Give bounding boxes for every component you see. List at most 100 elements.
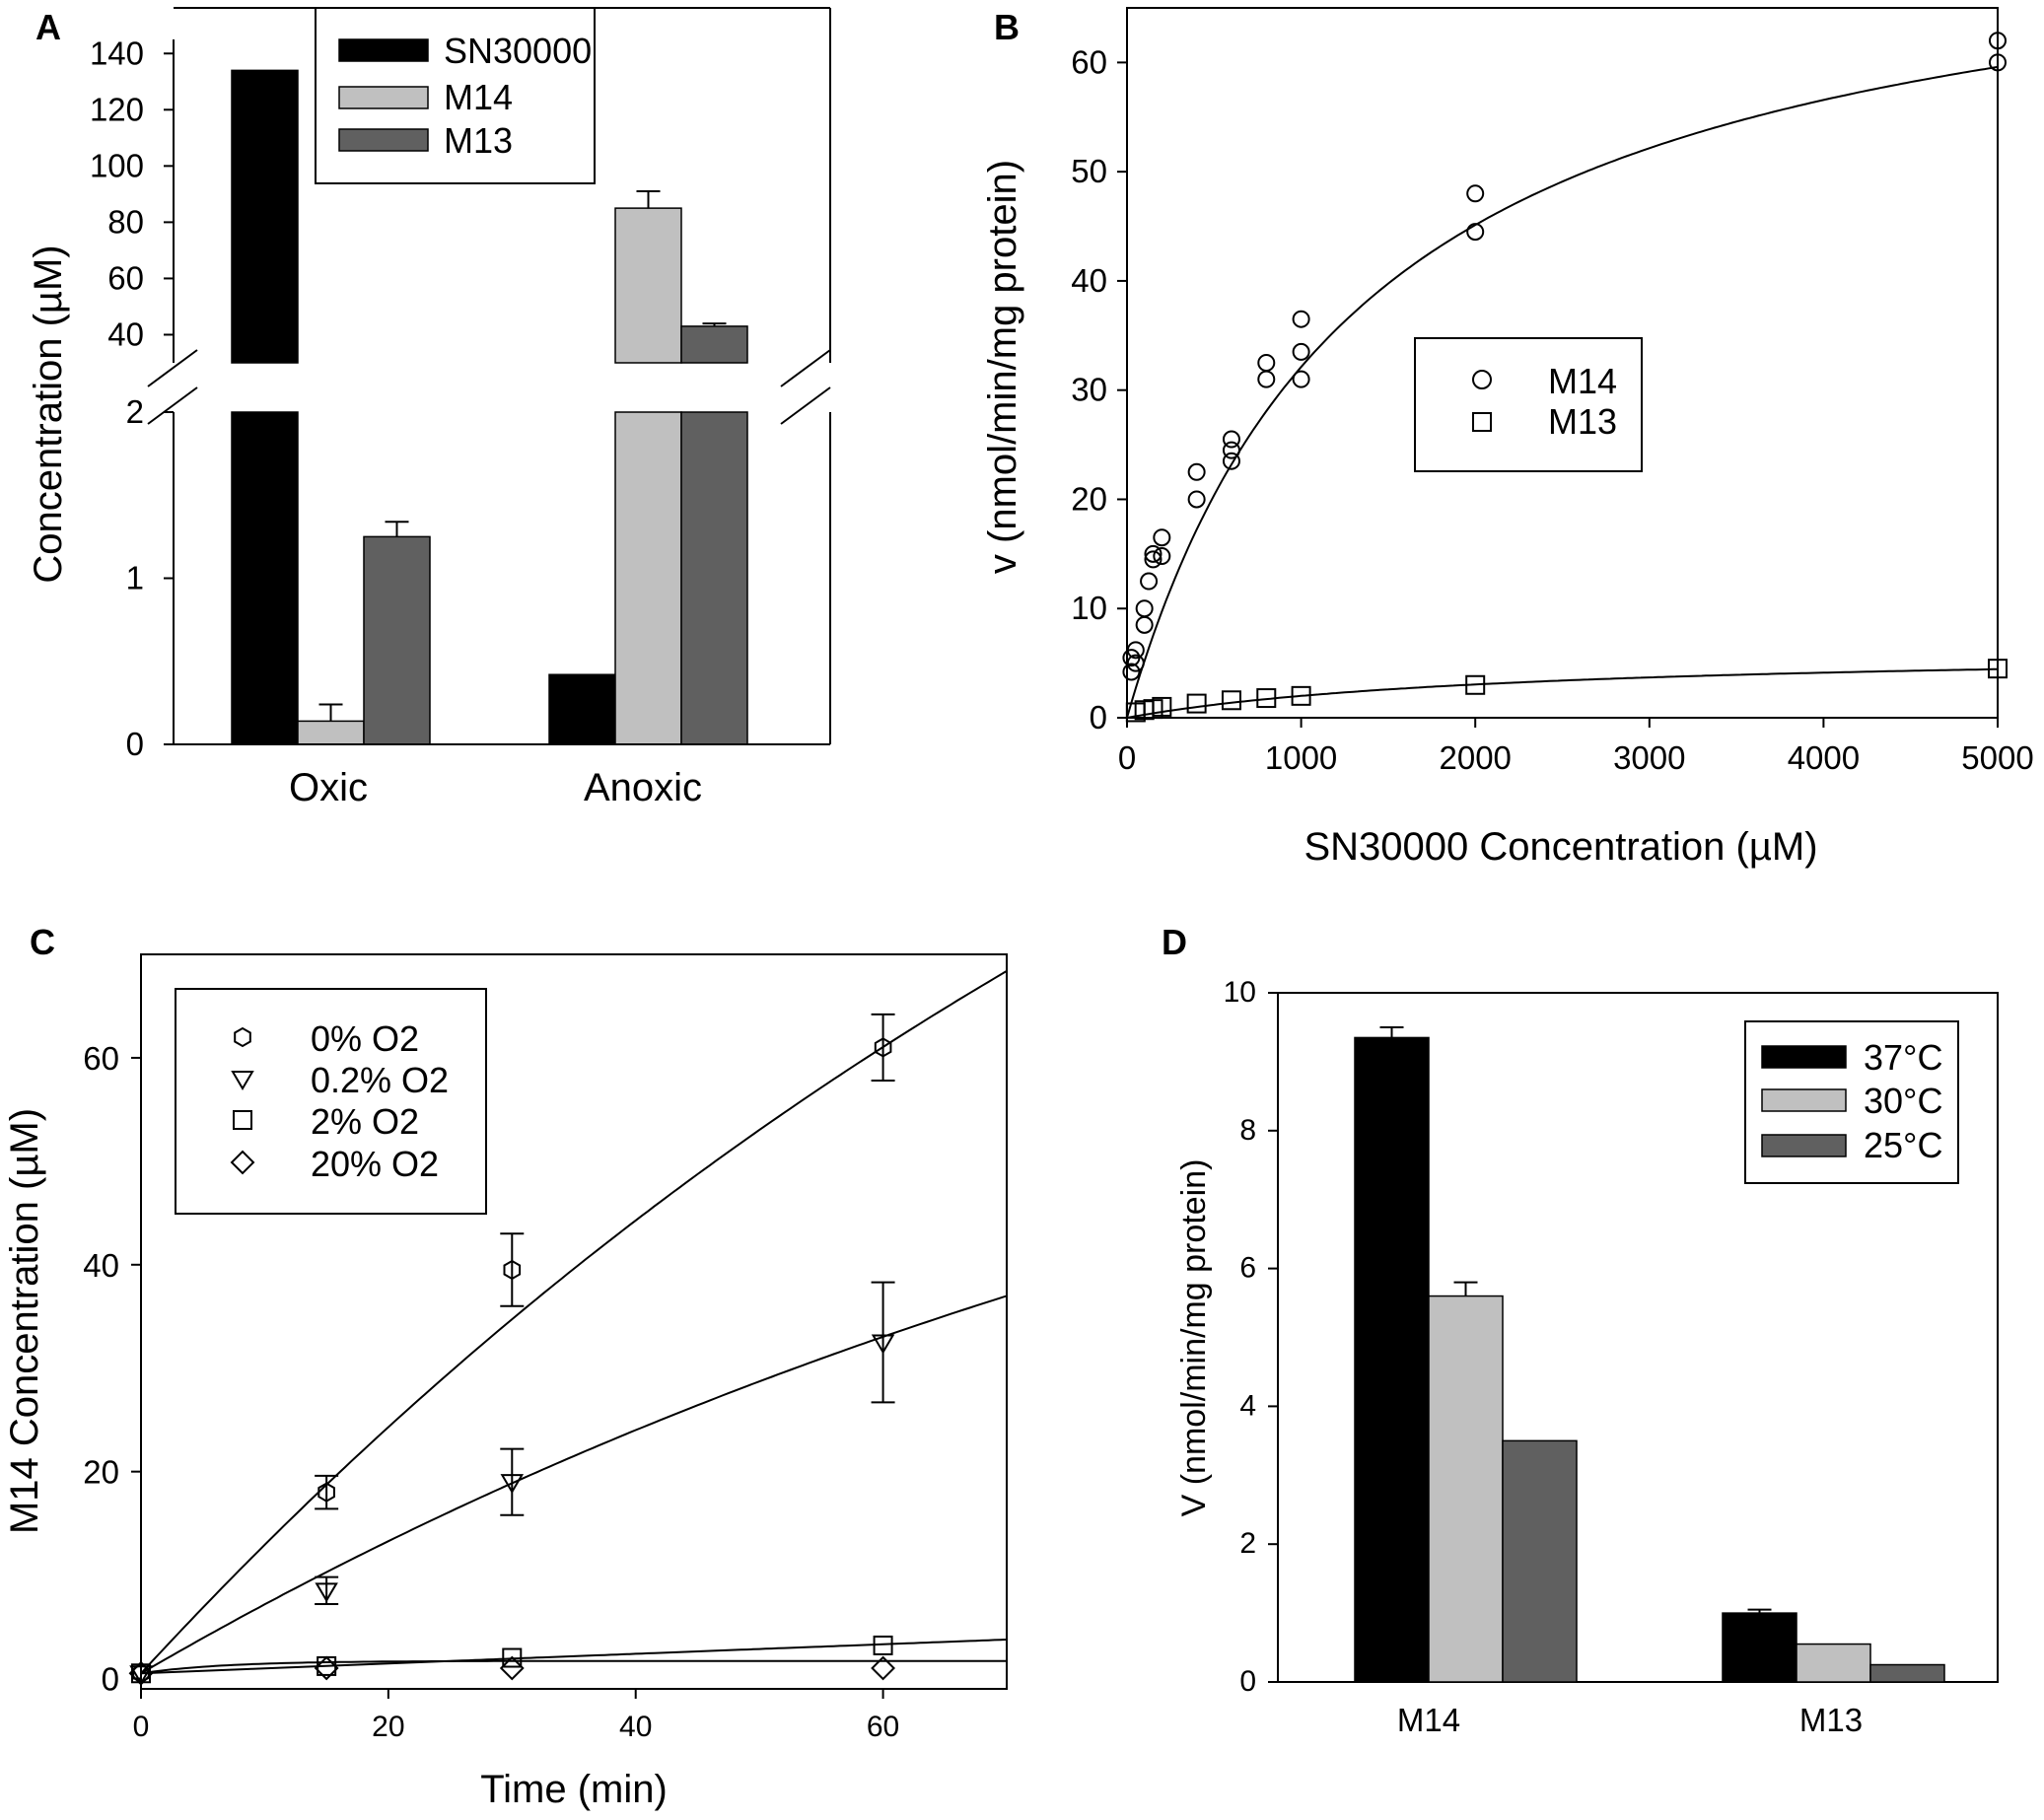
panel-c-ticks: 0 20 40 60 0 20 40 60: [83, 1040, 899, 1743]
panel-a-lower-tick-label: 0: [126, 726, 144, 762]
panel-c-point-1: [500, 1474, 525, 1495]
panel-b-x-tick-label: 3000: [1613, 739, 1685, 776]
panel-b-y-axis-label: v (nmol/min/mg protein): [981, 160, 1024, 574]
panel-d-y-tick-label: 8: [1239, 1114, 1256, 1147]
panel-c-fit-curve-1: [140, 1295, 1008, 1675]
panel-b-y-tick-label: 20: [1071, 480, 1107, 517]
panel-label-a: A: [35, 7, 61, 47]
panel-d-ticks: 0 2 4 6 8 10: [1224, 976, 1278, 1698]
panel-d-legend-label-25c: 25°C: [1864, 1125, 1942, 1165]
panel-c-x-tick-label: 60: [867, 1711, 899, 1743]
panel-b-fit-curves: [1126, 65, 1999, 719]
panel-c-legend-label-0: 0% O2: [311, 1018, 419, 1059]
panel-label-c: C: [30, 922, 55, 962]
panel-a-upper-tick-label: 120: [90, 91, 144, 127]
panel-a-lower-tick-label: 2: [126, 393, 144, 430]
panel-a-break-mark-left-2: [147, 386, 198, 425]
panel-d-y-tick-label: 2: [1239, 1527, 1256, 1560]
panel-c-point-3: [871, 1655, 895, 1681]
panel-c-legend-label-3: 20% O2: [311, 1144, 439, 1184]
panel-a-legend-swatch-m13: [338, 128, 429, 152]
panel-c-point-1: [315, 1582, 338, 1603]
panel-d-legend: 37°C 30°C 25°C: [1744, 1020, 1959, 1184]
panel-a-ticks: 0 1 2 40 60 80 100 120 140: [90, 35, 174, 762]
panel-a-bar-upper-part: [614, 207, 682, 364]
panel-b-plot-frame: [1126, 7, 1999, 719]
panel-b-legend: M14 M13: [1414, 337, 1643, 472]
panel-a-break-mark-right-2: [780, 386, 831, 425]
panel-c-y-tick-label: 0: [102, 1661, 119, 1698]
panel-c-fit-curve-2: [140, 1639, 1008, 1675]
panel-b-point-m14: [1989, 53, 2007, 72]
panel-c-y-tick-label: 60: [83, 1040, 119, 1077]
panel-b-point-m14: [1153, 528, 1171, 547]
panel-a-category-oxic: Oxic: [289, 766, 368, 809]
panel-b-x-tick-label: 1000: [1265, 739, 1337, 776]
panel-b-point-m14: [1122, 663, 1141, 681]
panel-c-x-axis-label: Time (min): [480, 1768, 668, 1811]
panel-c-plot-frame: [140, 953, 1008, 1690]
panel-b-y-tick-label: 30: [1071, 372, 1107, 408]
panel-b-data-points: [1122, 32, 2008, 723]
panel-c-point-1: [871, 1334, 895, 1355]
panel-a-bar-upper-part: [680, 325, 748, 364]
panel-d-y-tick-label: 10: [1224, 976, 1256, 1009]
panel-c-point-0: [874, 1037, 892, 1058]
panel-c-fit-curve-0: [140, 970, 1008, 1674]
panel-b-x-axis-label: SN30000 Concentration (µM): [1304, 825, 1817, 869]
panel-b-y-tick-label: 0: [1090, 699, 1107, 735]
panel-b-point-m14: [1135, 615, 1154, 634]
panel-b-ticks: 0 1000 2000 3000 4000 5000 0 10 20 30 40 50 60: [1071, 43, 2033, 776]
panel-c-data-points: [128, 1013, 895, 1686]
panel-a-bars: [231, 69, 748, 745]
panel-b-y-tick-label: 40: [1071, 262, 1107, 299]
panel-a-axes: [147, 7, 831, 745]
panel-b-legend-marker-m14: [1472, 370, 1492, 389]
panel-label-b: B: [994, 7, 1020, 47]
panel-b-point-m13: [1221, 690, 1241, 711]
panel-c-point-2: [131, 1663, 151, 1684]
panel-b-point-m14: [1144, 550, 1163, 569]
panel-a-legend-label-sn30000: SN30000: [444, 31, 592, 71]
panel-a-legend-label-m13: M13: [444, 120, 513, 161]
panel-c-fit-curve-3: [140, 1659, 1007, 1675]
panel-b-point-m14: [1187, 462, 1206, 481]
panel-c-point-3: [128, 1660, 154, 1686]
panel-d-plot-frame: [1277, 992, 1999, 1683]
panel-c-x-tick-label: 0: [133, 1711, 150, 1743]
panel-c-legend-label-1: 0.2% O2: [311, 1060, 449, 1100]
panel-b-point-m14: [1222, 452, 1240, 470]
panel-a-category-anoxic: Anoxic: [584, 766, 702, 809]
panel-d-bar: [1428, 1295, 1504, 1683]
panel-d-category-m13: M13: [1799, 1702, 1863, 1738]
panel-a-bar: [363, 535, 431, 745]
panel-b-point-m13: [1465, 674, 1486, 695]
panel-c-legend-label-2: 2% O2: [311, 1101, 419, 1142]
panel-d-legend-label-37c: 37°C: [1864, 1037, 1942, 1078]
panel-d-legend-swatch-37c: [1761, 1045, 1847, 1069]
panel-c-line-chart: 0 20 40 60 0 20 40 60 M14 Concentration (µM) Ti…: [3, 953, 1008, 1811]
panel-d-legend-swatch-25c: [1761, 1134, 1847, 1157]
panel-a-bar-upper-part: [231, 69, 299, 364]
panel-b-legend-marker-m13: [1472, 412, 1492, 432]
panel-c-point-2: [502, 1647, 523, 1668]
panel-d-bars: [1354, 1025, 1945, 1683]
panel-d-bar: [1869, 1663, 1945, 1683]
panel-c-point-3: [314, 1655, 339, 1681]
panel-a-legend: SN30000 M14 M13: [315, 7, 596, 184]
panel-a-break-mark-right-1: [780, 349, 831, 387]
panel-c-legend-marker-1: [231, 1071, 254, 1090]
panel-d-y-tick-label: 6: [1239, 1252, 1256, 1285]
panel-c-point-3: [499, 1655, 525, 1681]
panel-b-fit-curve-m13: [1126, 667, 1998, 719]
panel-c-legend-marker-0: [234, 1026, 251, 1048]
panel-b-x-tick-label: 4000: [1788, 739, 1860, 776]
panel-d-y-axis-label: V (nmol/min/mg protein): [1175, 1159, 1213, 1517]
panel-b-point-m13: [1291, 685, 1311, 706]
panel-d-bar: [1722, 1612, 1797, 1683]
panel-b-y-tick-label: 50: [1071, 153, 1107, 189]
panel-a-bar-chart: 0 1 2 40 60 80 100 120 140 Concentration (µM) Ox…: [27, 7, 831, 809]
panel-a-bar-lower-part: [680, 411, 748, 745]
